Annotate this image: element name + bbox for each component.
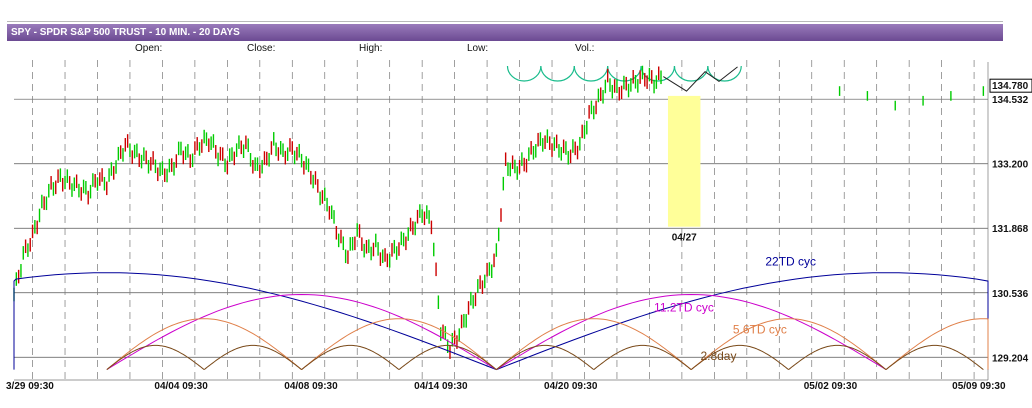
cycle-2-arc (106, 318, 302, 370)
cycle-3-arc (593, 344, 692, 370)
y-tick-label: 131.868 (992, 224, 1029, 235)
cycle-1-arc (496, 293, 887, 371)
cycle-label-2: 5.6TD cyc (733, 322, 787, 336)
y-tick-label: 129.204 (992, 353, 1029, 364)
chart-title-bar: SPY - SPDR S&P 500 TRUST - 10 MIN. - 20 … (7, 24, 1003, 41)
highlight-region: 04/27 (667, 95, 701, 244)
open-label: Open: (135, 43, 163, 54)
highlight-label: 04/27 (672, 233, 697, 244)
x-tick-label: 04/20 09:30 (544, 381, 598, 392)
cycle-3-arc (496, 344, 595, 370)
y-tick-label: 133.200 (992, 160, 1029, 171)
x-tick-label: 05/09 09:30 (952, 381, 1006, 392)
x-tick-label: 04/08 09:30 (284, 381, 338, 392)
x-tick-label: 04/14 09:30 (414, 381, 468, 392)
cycle-annotations: 22TD cyc 11.2TD cyc 5.6TD cyc 2.8day (654, 254, 816, 362)
cycle-3-arc (301, 344, 400, 370)
cycle-2-arc (885, 318, 989, 370)
x-axis-labels: 3/29 09:30 04/04 09:30 04/08 09:30 04/14 09… (6, 381, 1006, 392)
cycle-2-arc (690, 318, 887, 370)
cycle-3-arc (203, 344, 302, 370)
projection-arc (707, 65, 742, 82)
cycle-3-arc (690, 344, 789, 370)
cycle-2-arc (496, 318, 692, 370)
cycle-label-1: 11.2TD cyc (654, 300, 714, 314)
x-tick-label: 05/02 09:30 (804, 381, 858, 392)
price-label: 134.780 (992, 81, 1029, 92)
cycle-2-arc (301, 318, 497, 370)
cycle-0-arc (496, 272, 989, 371)
price-label-box (989, 78, 1032, 93)
x-tick-label: 3/29 09:30 (6, 381, 54, 392)
projection-arc (506, 65, 542, 82)
projection-arc (640, 65, 676, 82)
y-axis-labels: 134.532 133.200 131.868 130.536 129.204 134.7… (989, 78, 1032, 364)
highlight-box (667, 95, 701, 227)
y-tick-label: 134.532 (992, 95, 1029, 106)
cycle-1-arc (106, 293, 497, 371)
x-tick-label: 04/04 09:30 (154, 381, 208, 392)
projection-arc (573, 65, 609, 82)
low-label: Low: (467, 43, 489, 54)
projection-arc (673, 65, 709, 82)
ohlc-info-bar: Open: Close: High: Low: Vol.: (7, 41, 1003, 57)
close-label: Close: (247, 43, 276, 54)
projection-arc (540, 65, 575, 82)
y-tick-label: 130.536 (992, 289, 1029, 300)
cycle-3-arc (398, 344, 497, 370)
cycle-3-arc (106, 344, 205, 370)
high-label: High: (359, 43, 383, 54)
cycle-0-arc (13, 272, 497, 371)
top-divider (7, 21, 1003, 22)
price-bars (13, 65, 985, 359)
projection-line (663, 66, 738, 92)
cycle-3-arc (885, 344, 984, 370)
vol-label: Vol.: (575, 43, 595, 54)
cycle-3-arc (788, 344, 887, 370)
cycle-label-0: 22TD cyc (765, 254, 816, 268)
cycle-label-3: 2.8day (700, 349, 736, 363)
cycle-curves (13, 272, 989, 371)
